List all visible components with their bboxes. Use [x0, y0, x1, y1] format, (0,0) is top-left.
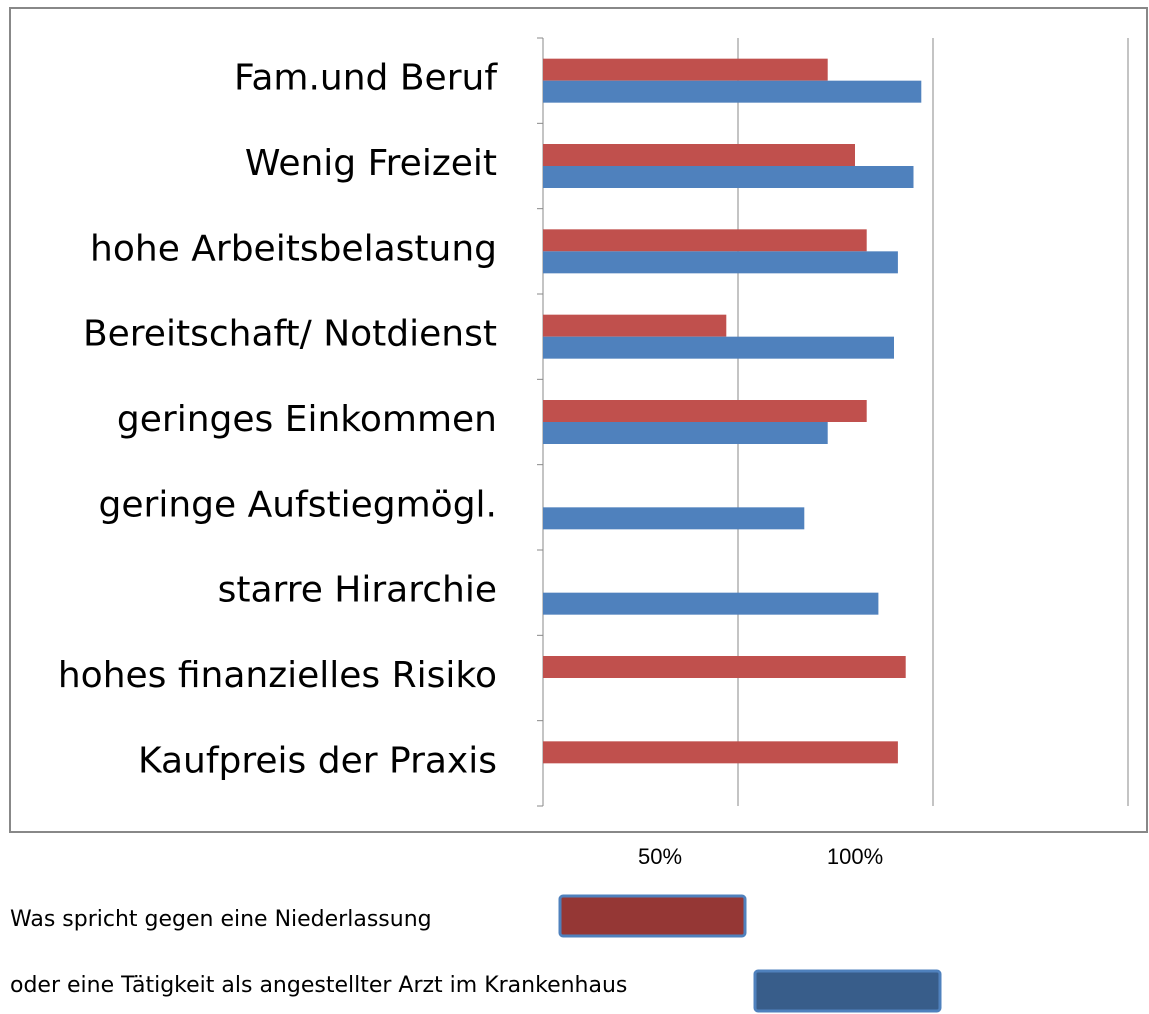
x-tick-label: 100%: [827, 844, 883, 869]
bar: [543, 656, 906, 678]
chart-frame: [9, 7, 1148, 833]
legend-label: oder eine Tätigkeit als angestellter Arz…: [10, 973, 627, 998]
bar: [543, 400, 867, 422]
bar: [543, 314, 727, 337]
category-label: Wenig Freizeit: [245, 143, 497, 184]
category-label: Fam.und Beruf: [234, 58, 498, 99]
bar: [543, 144, 855, 166]
bar: [543, 229, 867, 252]
category-label: Bereitschaft/ Notdienst: [83, 314, 497, 355]
bar: [543, 58, 828, 81]
bar: [543, 741, 898, 764]
bar: [543, 336, 894, 359]
category-label: hohe Arbeitsbelastung: [90, 228, 497, 269]
category-label: geringes Einkommen: [117, 399, 497, 440]
category-label: Kaufpreis der Praxis: [138, 740, 497, 781]
bar: [543, 166, 914, 188]
category-label: starre Hirarchie: [218, 570, 497, 611]
category-label: geringe Aufstiegmögl.: [99, 484, 497, 525]
category-label: hohes finanzielles Risiko: [58, 655, 497, 696]
bar: [543, 251, 898, 274]
legend-label: Was spricht gegen eine Niederlassung: [10, 907, 432, 932]
bar: [543, 80, 922, 103]
bar: [543, 507, 805, 530]
bar: [543, 422, 828, 444]
legend-swatch: [558, 894, 747, 938]
legend-swatch: [753, 969, 942, 1013]
bar: [543, 592, 879, 615]
x-tick-label: 50%: [638, 844, 682, 869]
